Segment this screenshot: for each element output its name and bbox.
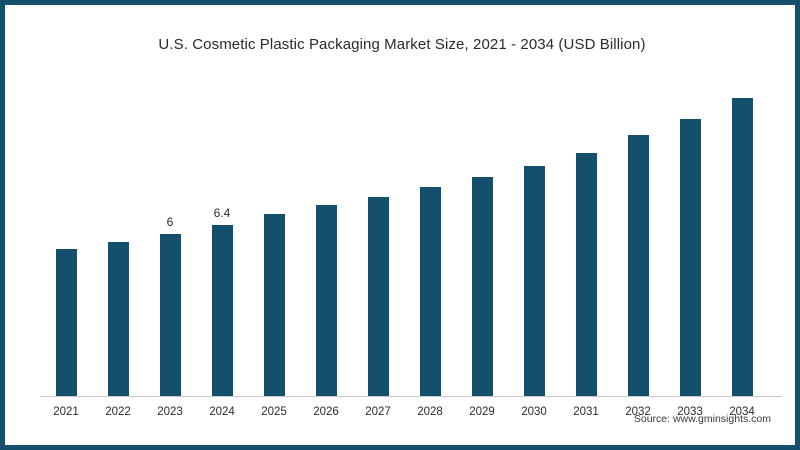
bar-2021[interactable] xyxy=(56,249,77,396)
chart-title: U.S. Cosmetic Plastic Packaging Market S… xyxy=(158,36,646,53)
bar-2026[interactable] xyxy=(316,205,337,396)
bar-2023[interactable] xyxy=(160,234,181,396)
x-tick-label-2029: 2029 xyxy=(469,406,495,418)
bar-2022[interactable] xyxy=(108,242,129,396)
bar-2025[interactable] xyxy=(264,214,285,396)
x-tick-label-2025: 2025 xyxy=(261,406,287,418)
bar-value-label-2024: 6.4 xyxy=(213,206,231,220)
x-tick-label-2022: 2022 xyxy=(105,406,131,418)
x-tick-label-2034: 2034 xyxy=(729,406,755,418)
bar-2027[interactable] xyxy=(368,197,389,396)
bar-2031[interactable] xyxy=(576,153,597,396)
x-tick-label-2033: 2033 xyxy=(677,406,703,418)
bar-2034[interactable] xyxy=(732,98,753,396)
x-tick-label-2030: 2030 xyxy=(521,406,547,418)
source-note: Source: www.gminsights.com xyxy=(633,413,771,425)
bar-2024[interactable] xyxy=(212,225,233,396)
bar-2033[interactable] xyxy=(680,119,701,396)
x-tick-label-2021: 2021 xyxy=(53,406,79,418)
bar-2030[interactable] xyxy=(524,166,545,396)
bar-2029[interactable] xyxy=(472,177,493,396)
x-tick-label-2032: 2032 xyxy=(625,406,651,418)
x-tick-label-2027: 2027 xyxy=(365,406,391,418)
x-tick-label-2024: 2024 xyxy=(209,406,235,418)
x-axis-line xyxy=(40,396,782,397)
x-tick-label-2026: 2026 xyxy=(313,406,339,418)
bar-2032[interactable] xyxy=(628,135,649,396)
plot-area: 2021 2022 6 2023 6.4 2024 2025 2026 2027 2028 2029… xyxy=(32,67,787,418)
bar-2028[interactable] xyxy=(420,187,441,396)
x-tick-label-2023: 2023 xyxy=(157,406,183,418)
x-tick-label-2028: 2028 xyxy=(417,406,443,418)
chart-inner-frame: U.S. Cosmetic Plastic Packaging Market S… xyxy=(5,5,795,445)
bar-value-label-2023: 6 xyxy=(166,215,174,229)
x-tick-label-2031: 2031 xyxy=(573,406,599,418)
